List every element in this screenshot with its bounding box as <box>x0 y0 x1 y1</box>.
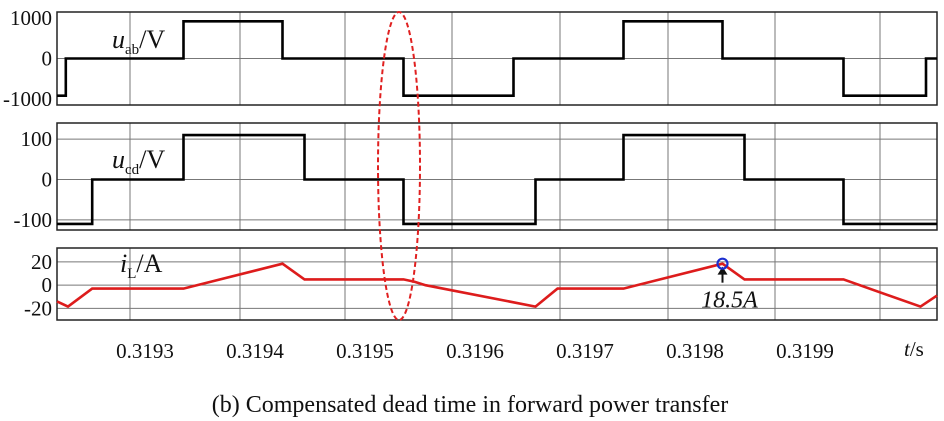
y-tick-label: 100 <box>21 127 53 151</box>
figure-caption: (b) Compensated dead time in forward pow… <box>212 392 728 418</box>
panel-frame <box>56 122 938 231</box>
y-tick-label: 0 <box>42 47 53 71</box>
x-tick-label: 0.3199 <box>776 339 834 363</box>
x-tick-label: 0.3195 <box>336 339 394 363</box>
x-tick-label: 0.3197 <box>556 339 614 363</box>
waveform-line <box>57 133 937 226</box>
waveform-line <box>57 20 937 97</box>
y-tick-label: -20 <box>24 296 52 320</box>
panel-label: ucd/V <box>112 145 165 178</box>
y-tick-label: 20 <box>31 250 52 274</box>
y-tick-label: 0 <box>42 168 53 192</box>
peak-marker <box>716 257 729 270</box>
panel-1: 1000 0 -1000 uab/V <box>3 6 938 111</box>
y-tick-label: 0 <box>42 273 53 297</box>
y-tick-label: -1000 <box>3 87 52 111</box>
panel-3: 200-20 iL/A 18.5A 0.3193 0.3194 0.3195 0.3196 0… <box>24 247 938 363</box>
y-tick-label: -100 <box>14 208 53 232</box>
x-tick-label: 0.3193 <box>116 339 174 363</box>
x-tick-label: 0.3196 <box>446 339 504 363</box>
y-tick-label: 1000 <box>10 6 52 30</box>
panel-frame <box>56 247 938 321</box>
x-tick-label: 0.3194 <box>226 339 284 363</box>
highlight-ellipse <box>377 11 421 321</box>
waveform-line <box>56 262 938 309</box>
panel-label: uab/V <box>112 25 165 58</box>
panels-group: 10000-1000uab/V1000-100ucd/V200-20iL/A18… <box>3 6 938 363</box>
x-tick-label: 0.3198 <box>666 339 724 363</box>
panel-label: iL/A <box>120 249 163 282</box>
x-axis-label: t/s <box>904 337 924 361</box>
peak-annotation: 18.5A <box>701 288 758 314</box>
annotation-arrow-head <box>717 266 728 275</box>
panel-2: 100 0 -100 ucd/V <box>14 122 938 232</box>
